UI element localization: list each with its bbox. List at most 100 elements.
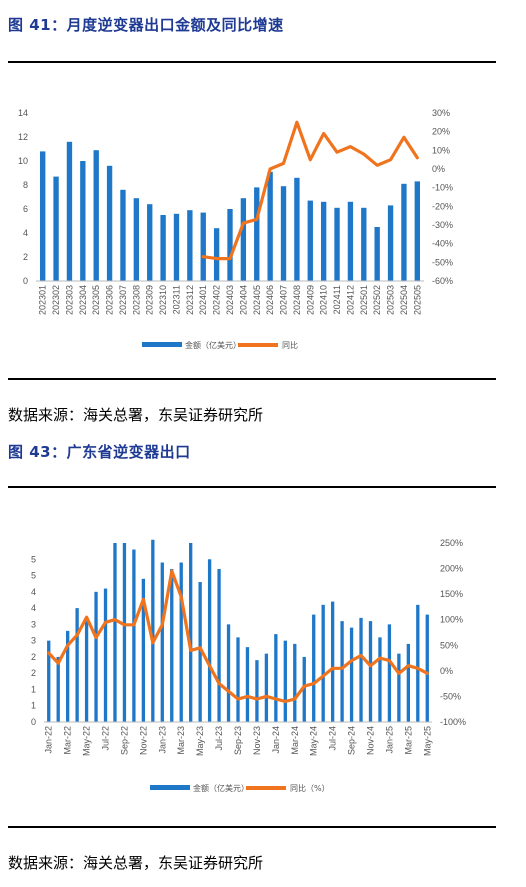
bar xyxy=(133,198,140,281)
right-tick-label: -20% xyxy=(432,201,453,211)
bar xyxy=(217,569,221,722)
left-tick-label: 10 xyxy=(18,156,28,166)
bar xyxy=(227,209,233,281)
left-tick-label: 2 xyxy=(31,652,36,662)
bar xyxy=(103,588,108,722)
bar xyxy=(132,549,136,722)
bar xyxy=(307,200,313,281)
bar xyxy=(349,627,354,722)
bar xyxy=(312,614,316,722)
bar xyxy=(255,660,259,722)
bar xyxy=(160,215,166,281)
legend-line-label: 同比 xyxy=(282,340,298,350)
x-tick-label: 202406 xyxy=(265,285,275,315)
bar xyxy=(414,181,420,281)
bar xyxy=(397,653,401,722)
x-tick-label: Jan-23 xyxy=(157,726,167,754)
left-tick-label: 2 xyxy=(31,668,36,678)
figure1-title: 图 41：月度逆变器出口金额及同比增速 xyxy=(8,16,284,34)
right-tick-label: 0% xyxy=(440,666,453,676)
bar xyxy=(75,608,79,722)
bar xyxy=(207,559,212,722)
right-tick-label: -100% xyxy=(440,717,466,727)
bar xyxy=(334,207,340,281)
x-tick-label: 202403 xyxy=(225,285,235,315)
yoy-line xyxy=(201,120,419,261)
x-tick-label: 202310 xyxy=(158,285,168,315)
right-tick-label: 250% xyxy=(440,538,463,548)
right-tick-label: -50% xyxy=(440,691,461,701)
x-tick-label: Sep-23 xyxy=(233,726,243,755)
x-tick-label: Jul-24 xyxy=(328,726,338,751)
left-tick-label: 0 xyxy=(23,276,28,286)
left-tick-label: 0 xyxy=(31,717,36,727)
x-tick-label: 202404 xyxy=(238,285,248,315)
left-tick-label: 8 xyxy=(23,180,28,190)
bar xyxy=(200,212,206,281)
bar xyxy=(226,624,231,722)
right-tick-label: 200% xyxy=(440,564,463,574)
figure1-bottom-rule xyxy=(8,378,496,380)
x-tick-label: Jan-24 xyxy=(271,726,281,754)
x-tick-label: Mar-24 xyxy=(290,726,300,755)
bar xyxy=(254,187,260,281)
figure2-top-rule xyxy=(8,486,496,488)
x-tick-label: 202312 xyxy=(185,285,195,315)
x-tick-label: Jan-25 xyxy=(384,726,394,754)
left-tick-label: 2 xyxy=(23,252,28,262)
x-tick-label: Jul-23 xyxy=(214,726,224,751)
left-tick-label: 4 xyxy=(31,603,36,613)
bar xyxy=(293,643,297,722)
x-tick-label: Sep-22 xyxy=(119,726,129,755)
x-tick-label: 202301 xyxy=(38,285,48,315)
yoy-line xyxy=(47,569,429,704)
bar xyxy=(425,614,429,722)
right-tick-label: -30% xyxy=(432,220,453,230)
bar xyxy=(401,183,407,281)
bar xyxy=(106,165,113,281)
x-tick-label: Jul-22 xyxy=(101,726,111,751)
bar xyxy=(40,151,46,281)
chart1: 0 2 4 6 8 10 12 14 -60% -50% -40% -30% -20% -10% 0% 10%… xyxy=(18,108,453,350)
bar xyxy=(236,637,240,722)
right-tick-label: 100% xyxy=(440,615,463,625)
right-tick-label: -60% xyxy=(432,276,453,286)
x-tick-label: 202311 xyxy=(171,285,181,314)
right-tick-label: -10% xyxy=(432,183,453,193)
x-tick-label: Mar-22 xyxy=(63,726,73,755)
bar xyxy=(122,543,127,722)
x-tick-label: 202306 xyxy=(105,285,115,315)
x-tick-label: 202308 xyxy=(131,285,141,315)
bar xyxy=(294,177,300,281)
bar xyxy=(302,656,306,722)
left-tick-label: 1 xyxy=(31,684,36,694)
bar xyxy=(187,210,193,281)
bar xyxy=(179,562,183,722)
bar xyxy=(340,621,344,722)
x-tick-label: 202302 xyxy=(51,285,61,315)
bar xyxy=(280,186,287,281)
x-tick-label: 202305 xyxy=(91,285,101,315)
bar xyxy=(151,539,155,722)
bar xyxy=(84,617,89,722)
bar xyxy=(120,189,126,281)
x-tick-label: 202405 xyxy=(252,285,262,315)
chart2: 0 1 1 2 2 3 3 4 4 5 5 -100% -50% 0% 50% 100% 150% 200% 250… xyxy=(31,538,466,793)
bar xyxy=(56,656,60,722)
bar xyxy=(113,543,117,722)
x-tick-label: May-24 xyxy=(309,726,319,756)
x-tick-label: 202410 xyxy=(319,285,329,315)
x-tick-label: Jan-22 xyxy=(44,726,54,754)
bar xyxy=(374,227,380,281)
bar xyxy=(378,637,382,722)
bar xyxy=(80,161,86,281)
bar xyxy=(347,201,354,281)
bar xyxy=(330,601,335,722)
x-tick-label: 202402 xyxy=(212,285,222,315)
x-tick-label: 202502 xyxy=(372,285,382,315)
x-tick-label: May-22 xyxy=(82,726,92,756)
bar xyxy=(320,201,327,281)
bar xyxy=(387,205,394,281)
right-tick-label: 10% xyxy=(432,145,450,155)
x-tick-label: 202401 xyxy=(198,285,208,315)
